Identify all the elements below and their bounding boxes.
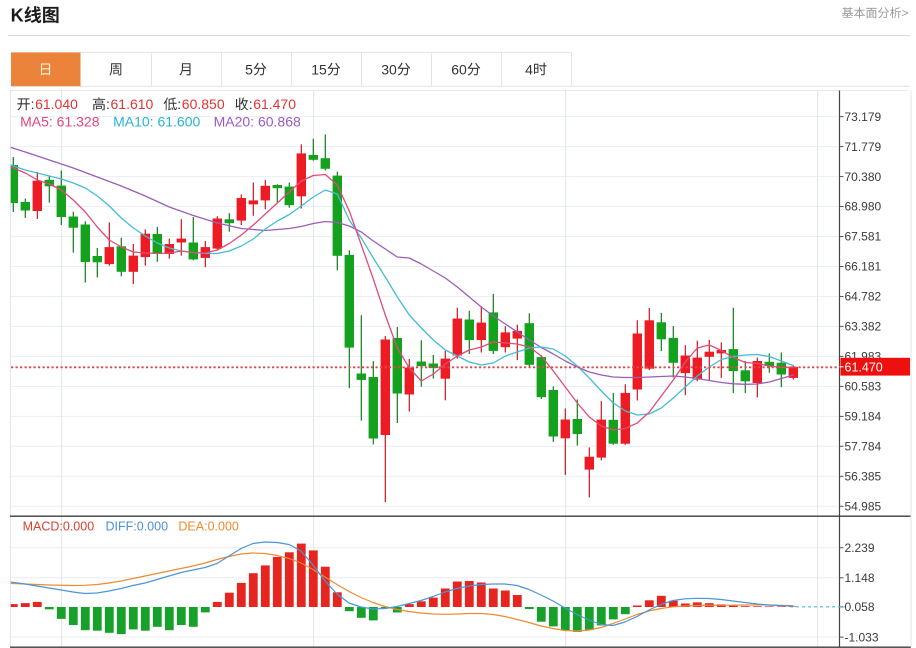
svg-text:MACD:0.000: MACD:0.000 <box>23 519 95 533</box>
svg-text:70.380: 70.380 <box>845 170 882 184</box>
svg-text:61.470: 61.470 <box>253 96 296 112</box>
svg-text::: : <box>31 96 35 112</box>
svg-text:K: K <box>11 6 24 26</box>
svg-text:56.385: 56.385 <box>845 470 882 484</box>
svg-text:1.148: 1.148 <box>845 571 875 585</box>
svg-text:61.470: 61.470 <box>845 360 883 374</box>
svg-text:59.184: 59.184 <box>845 410 882 424</box>
svg-text:4: 4 <box>525 61 533 77</box>
svg-text:54.985: 54.985 <box>845 500 882 514</box>
svg-text:63.382: 63.382 <box>845 320 882 334</box>
svg-text:57.784: 57.784 <box>845 440 882 454</box>
svg-text:61.610: 61.610 <box>111 96 154 112</box>
svg-text:0.058: 0.058 <box>845 600 875 614</box>
svg-text:30: 30 <box>381 61 397 77</box>
svg-text:MA20: 60.868: MA20: 60.868 <box>214 114 301 130</box>
svg-text:DEA:0.000: DEA:0.000 <box>178 519 239 533</box>
svg-text:DIFF:0.000: DIFF:0.000 <box>106 519 169 533</box>
svg-text:61.040: 61.040 <box>35 96 78 112</box>
svg-text:2.239: 2.239 <box>845 541 875 555</box>
svg-text:15: 15 <box>311 61 327 77</box>
svg-text:64.782: 64.782 <box>845 290 882 304</box>
svg-text:MA10: 61.600: MA10: 61.600 <box>113 114 200 130</box>
svg-text::: : <box>106 96 110 112</box>
svg-text:MA5: 61.328: MA5: 61.328 <box>20 114 100 130</box>
svg-text:60.850: 60.850 <box>182 96 225 112</box>
svg-text:-1.033: -1.033 <box>845 630 879 644</box>
svg-text:71.779: 71.779 <box>845 140 882 154</box>
svg-text:60.583: 60.583 <box>845 380 882 394</box>
svg-text:60: 60 <box>451 61 467 77</box>
svg-text:>: > <box>902 6 909 20</box>
svg-text:5: 5 <box>245 61 253 77</box>
svg-text:66.181: 66.181 <box>845 260 882 274</box>
svg-text::: : <box>177 96 181 112</box>
svg-text:73.179: 73.179 <box>845 110 882 124</box>
svg-text:68.980: 68.980 <box>845 200 882 214</box>
svg-text:67.581: 67.581 <box>845 230 882 244</box>
svg-text::: : <box>249 96 253 112</box>
